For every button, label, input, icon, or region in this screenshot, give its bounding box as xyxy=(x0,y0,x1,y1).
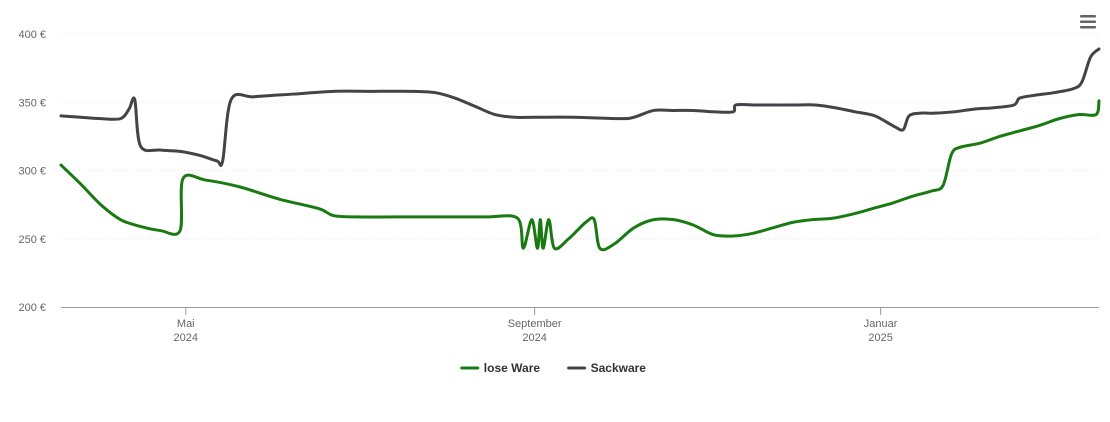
y-tick-label: 250 € xyxy=(18,234,46,246)
series-line-lose-ware[interactable] xyxy=(59,99,1101,252)
x-tick-label-month: Januar xyxy=(864,318,898,330)
x-tick-label-year: 2024 xyxy=(522,332,546,344)
y-axis-ticks: 200 € 250 € 300 € 350 € 400 € xyxy=(18,29,46,314)
legend-item-sackware[interactable]: Sackware xyxy=(567,361,647,375)
x-tick-label-year: 2025 xyxy=(868,332,892,344)
y-tick-label: 300 € xyxy=(18,166,46,178)
y-tick-label: 350 € xyxy=(18,97,46,109)
legend-label: Sackware xyxy=(591,361,647,375)
hamburger-menu-icon xyxy=(1080,15,1096,29)
grid-lines xyxy=(61,33,1099,240)
chart-menu-button[interactable] xyxy=(1074,10,1102,34)
x-tick-label-year: 2024 xyxy=(174,332,198,344)
x-tick-label-month: Mai xyxy=(177,318,195,330)
x-tick-label-month: September xyxy=(508,318,562,330)
legend-label: lose Ware xyxy=(484,361,541,375)
y-tick-label: 200 € xyxy=(18,302,46,314)
legend: lose Ware Sackware xyxy=(460,361,647,375)
series-lines xyxy=(59,47,1101,252)
y-tick-label: 400 € xyxy=(18,29,46,41)
legend-item-lose-ware[interactable]: lose Ware xyxy=(460,361,541,375)
x-axis: Mai 2024 September 2024 Januar 2025 xyxy=(61,307,1099,344)
series-line-sackware[interactable] xyxy=(59,47,1101,167)
